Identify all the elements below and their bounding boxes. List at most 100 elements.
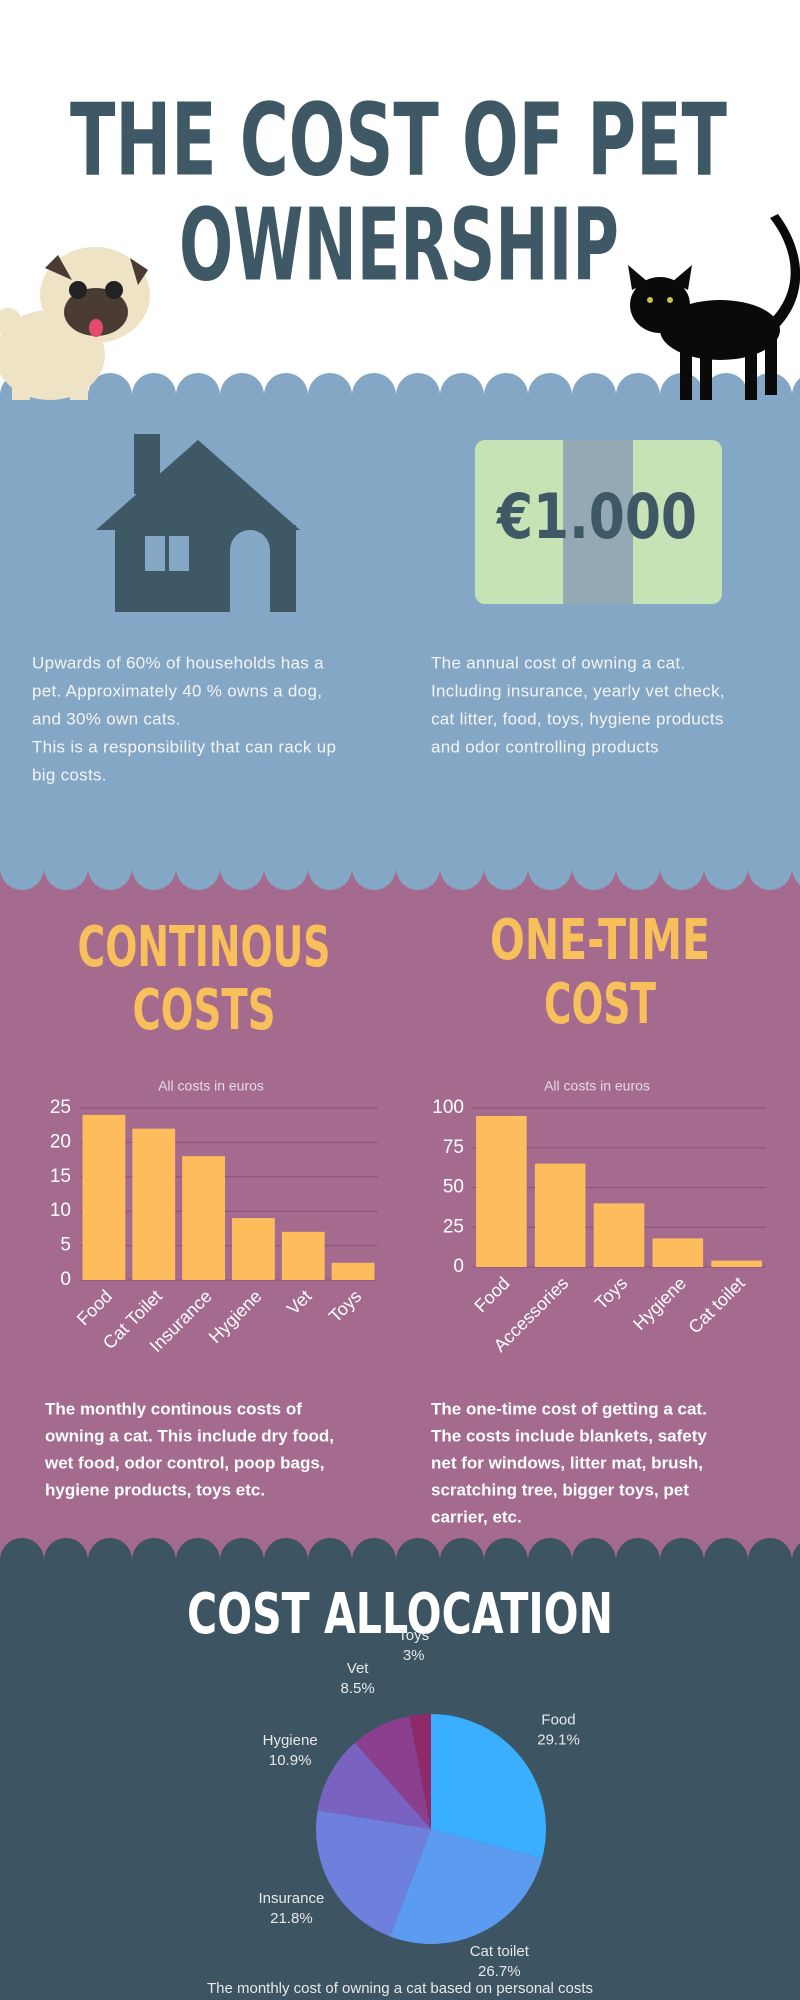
pie-label: Vet — [347, 1660, 370, 1677]
scallop — [572, 1538, 616, 1582]
section-heading: CONTINOUS — [78, 915, 331, 980]
paragraph-line: pet. Approximately 40 % owns a dog, — [32, 681, 322, 700]
scallop — [352, 1538, 396, 1582]
scallop — [660, 1538, 704, 1582]
scallop — [220, 846, 264, 890]
chart-caption: scratching tree, bigger toys, pet — [431, 1480, 689, 1499]
scallop — [352, 846, 396, 890]
bar — [82, 1114, 126, 1280]
money-icon — [475, 440, 722, 604]
paragraph-line: Including insurance, yearly vet check, — [431, 681, 725, 700]
y-tick-label: 75 — [443, 1137, 464, 1158]
section-heading: ONE-TIME — [490, 908, 710, 973]
bar — [182, 1156, 226, 1280]
y-tick-label: 20 — [50, 1131, 71, 1152]
pie-value-label: 21.8% — [270, 1910, 313, 1927]
pie-label: Hygiene — [263, 1732, 318, 1749]
scallop — [44, 1538, 88, 1582]
y-tick-label: 50 — [443, 1177, 464, 1198]
scallop — [132, 373, 176, 417]
chart-caption: net for windows, litter mat, brush, — [431, 1453, 703, 1472]
scallop — [792, 1543, 800, 1577]
scallop — [660, 846, 704, 890]
pie-slice — [354, 1716, 431, 1829]
bar — [534, 1163, 586, 1267]
scallop — [88, 373, 132, 417]
scallop — [704, 373, 748, 417]
chart-caption: The monthly continous costs of — [45, 1399, 302, 1418]
scallop — [484, 846, 528, 890]
chart-caption: hygiene products, toys etc. — [45, 1480, 265, 1499]
y-tick-label: 0 — [453, 1256, 464, 1277]
scallop — [616, 846, 660, 890]
scallop — [528, 373, 572, 417]
bar — [711, 1260, 762, 1267]
pie-value-label: 3% — [403, 1647, 425, 1664]
scallop — [396, 846, 440, 890]
pie-label: Toys — [398, 1627, 429, 1644]
scallop — [176, 373, 220, 417]
scallop — [484, 1538, 528, 1582]
pie-value-label: 29.1% — [537, 1732, 580, 1749]
chart-subtitle: All costs in euros — [544, 1078, 650, 1094]
scallop — [616, 373, 660, 417]
scallop — [396, 1538, 440, 1582]
pie-slice — [409, 1714, 431, 1829]
paragraph-line: The annual cost of owning a cat. — [431, 653, 685, 672]
scallop — [704, 1538, 748, 1582]
pie-label: Food — [541, 1712, 575, 1729]
bar — [476, 1115, 527, 1267]
chart-subtitle: All costs in euros — [158, 1078, 264, 1094]
scallop — [528, 1538, 572, 1582]
scallop — [176, 1538, 220, 1582]
y-tick-label: 100 — [432, 1097, 464, 1118]
scallop — [572, 846, 616, 890]
scallop — [748, 1538, 792, 1582]
paragraph-line: and odor controlling products — [431, 737, 659, 756]
dog-illustration — [0, 247, 150, 400]
scallop — [264, 373, 308, 417]
scallop — [748, 846, 792, 890]
pie-label: Insurance — [258, 1890, 324, 1907]
scallop — [88, 1538, 132, 1582]
paragraph-line: Upwards of 60% of households has a — [32, 653, 324, 672]
bar — [281, 1231, 325, 1280]
chart-caption: owning a cat. This include dry food, — [45, 1426, 334, 1445]
scallop — [0, 1538, 44, 1582]
y-tick-label: 10 — [50, 1200, 71, 1221]
pie-value-label: 26.7% — [478, 1963, 521, 1980]
scallop — [352, 373, 396, 417]
scallop — [792, 378, 800, 412]
y-tick-label: 25 — [50, 1097, 71, 1118]
y-tick-label: 5 — [60, 1235, 71, 1256]
chart-caption: wet food, odor control, poop bags, — [44, 1453, 325, 1472]
scallop — [528, 846, 572, 890]
scallop — [220, 1538, 264, 1582]
scallop — [792, 851, 800, 885]
y-tick-label: 0 — [60, 1269, 71, 1290]
scallop — [572, 373, 616, 417]
scallop — [176, 846, 220, 890]
pie-value-label: 8.5% — [341, 1680, 375, 1697]
scallop — [440, 846, 484, 890]
pie-slice — [390, 1829, 543, 1945]
scallop — [440, 1538, 484, 1582]
pie-slice — [316, 1810, 431, 1937]
scallop — [440, 373, 484, 417]
scallop — [44, 846, 88, 890]
bar — [331, 1262, 375, 1280]
paragraph-line: and 30% own cats. — [32, 709, 181, 728]
paragraph-line: cat litter, food, toys, hygiene products — [431, 709, 724, 728]
bar — [652, 1238, 704, 1267]
section-heading: COSTS — [133, 978, 276, 1043]
pie-slice — [431, 1714, 546, 1859]
house-icon — [96, 434, 300, 612]
scallop — [0, 846, 44, 890]
y-tick-label: 15 — [50, 1166, 71, 1187]
chart-caption: carrier, etc. — [431, 1507, 522, 1526]
pie-value-label: 10.9% — [269, 1752, 312, 1769]
bar — [593, 1203, 645, 1267]
bar — [231, 1218, 275, 1280]
scallop — [264, 846, 308, 890]
